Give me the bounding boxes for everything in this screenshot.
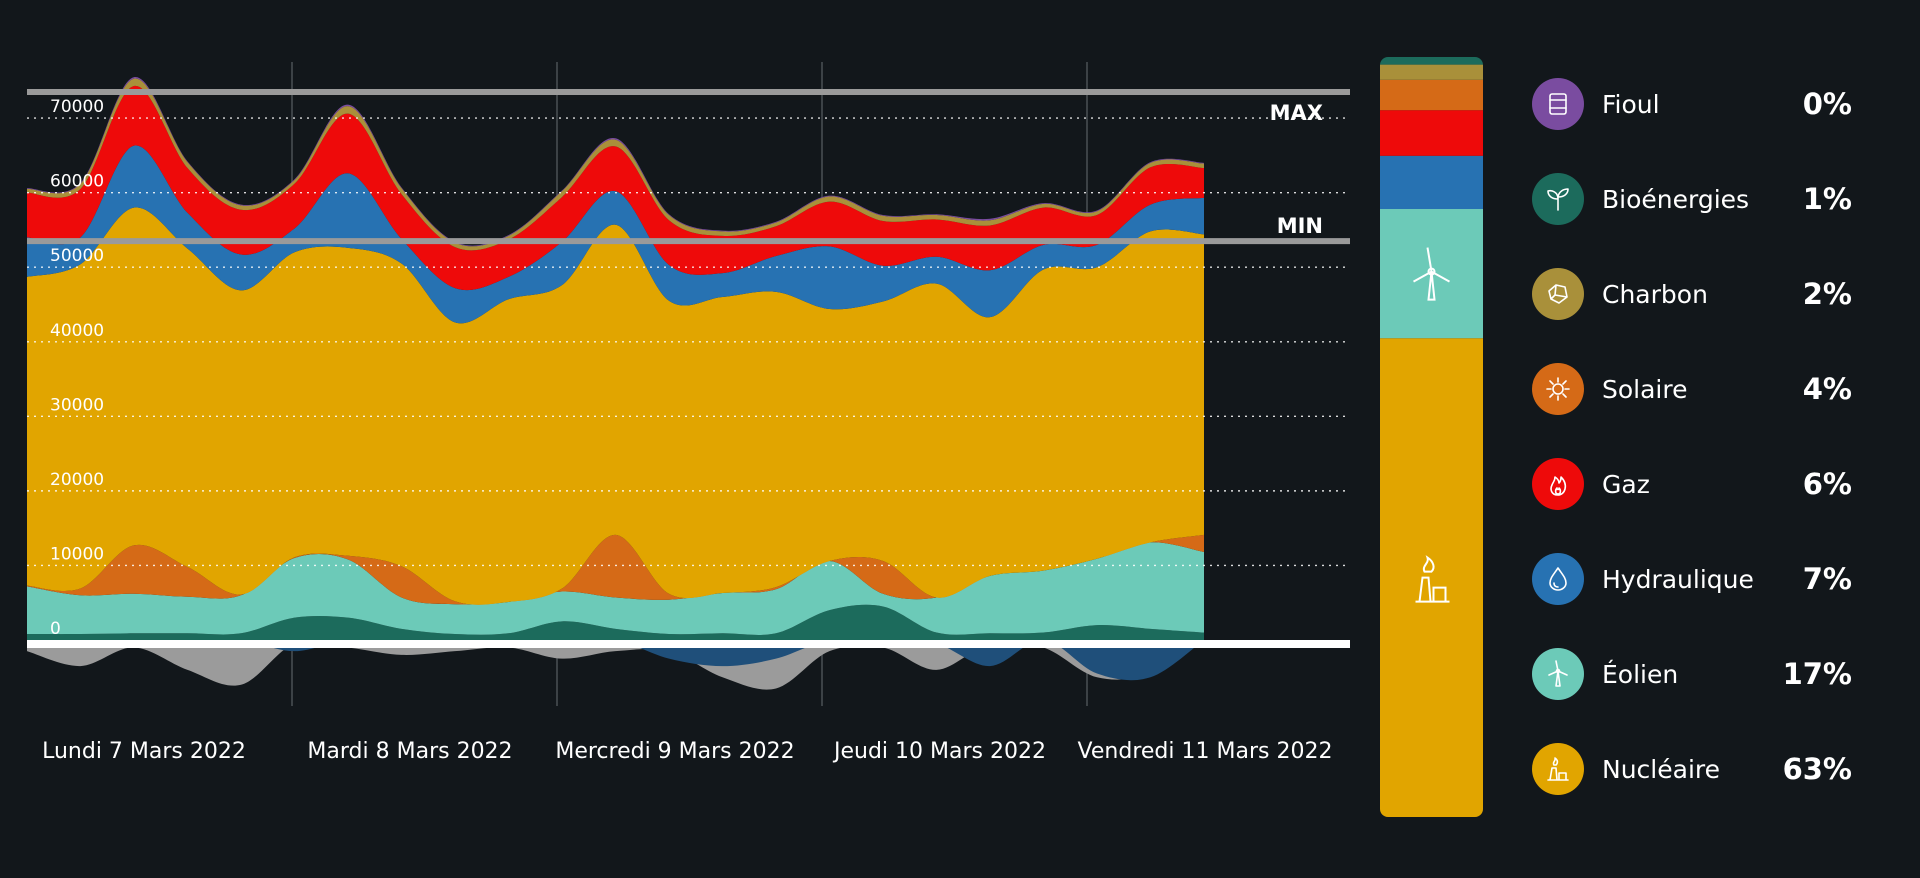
legend-item-hydraulique: Hydraulique 7%	[1532, 551, 1862, 607]
sprout-icon	[1532, 173, 1584, 225]
y-tick-label: 20000	[50, 470, 104, 490]
legend-label: Nucléaire	[1602, 754, 1720, 784]
mix-segment-charbon	[1380, 64, 1483, 80]
legend-label: Fioul	[1602, 89, 1660, 119]
y-tick-label: 60000	[50, 172, 104, 192]
y-tick-label: 0	[50, 619, 61, 639]
wind-turbine-icon	[1532, 648, 1584, 700]
legend-label: Bioénergies	[1602, 184, 1750, 214]
y-tick-label: 10000	[50, 544, 104, 564]
x-tick-label: Mercredi 9 Mars 2022	[555, 739, 794, 764]
mix-segment-nucléaire	[1380, 338, 1483, 817]
legend-value: 63%	[1782, 752, 1852, 786]
x-tick-label: Jeudi 10 Mars 2022	[832, 739, 1046, 764]
mix-bar	[1380, 57, 1483, 817]
y-tick-label: 40000	[50, 321, 104, 341]
legend-value: 4%	[1802, 372, 1852, 406]
area-nucléaire	[27, 207, 1204, 605]
mix-segment-bioénergies	[1380, 57, 1483, 65]
legend-item-gaz: Gaz 6%	[1532, 456, 1862, 512]
legend-item-nucléaire: Nucléaire 63%	[1532, 741, 1862, 797]
reference-line-min	[27, 238, 1350, 245]
area-hydraulique	[27, 145, 1204, 324]
legend-value: 7%	[1802, 562, 1852, 596]
y-tick-label: 50000	[50, 246, 104, 266]
legend-value: 2%	[1802, 277, 1852, 311]
mix-segment-hydraulique	[1380, 155, 1483, 209]
area-solaire	[27, 534, 1204, 605]
reference-label-max: MAX	[1270, 101, 1323, 125]
legend-item-éolien: Éolien 17%	[1532, 646, 1862, 702]
wind-turbine-icon	[1413, 247, 1450, 301]
legend-item-fioul: Fioul 0%	[1532, 76, 1862, 132]
sun-icon	[1532, 363, 1584, 415]
flame-icon	[1532, 458, 1584, 510]
legend-item-charbon: Charbon 2%	[1532, 266, 1862, 322]
area-exchange-negative	[27, 640, 1204, 690]
legend-label: Éolien	[1602, 659, 1679, 689]
legend-value: 6%	[1802, 467, 1852, 501]
legend-label: Gaz	[1602, 469, 1650, 499]
legend-label: Charbon	[1602, 279, 1708, 309]
area-bioénergies	[27, 604, 1204, 640]
reference-line-max	[27, 89, 1350, 95]
coal-rock-icon	[1532, 268, 1584, 320]
y-tick-label: 30000	[50, 395, 104, 415]
nuclear-plant-icon	[1415, 555, 1450, 603]
legend-value: 1%	[1802, 182, 1852, 216]
y-tick-label: 70000	[50, 97, 104, 117]
mix-segment-gaz	[1380, 110, 1483, 156]
water-drop-icon	[1532, 553, 1584, 605]
legend-label: Hydraulique	[1602, 564, 1754, 594]
legend-label: Solaire	[1602, 374, 1688, 404]
reference-label-min: MIN	[1277, 214, 1323, 238]
legend-value: 0%	[1802, 87, 1852, 121]
barrel-icon	[1532, 78, 1584, 130]
x-tick-label: Mardi 8 Mars 2022	[307, 739, 512, 764]
legend-item-solaire: Solaire 4%	[1532, 361, 1862, 417]
legend-value: 17%	[1782, 657, 1852, 691]
zero-baseline	[27, 640, 1350, 648]
x-tick-label: Vendredi 11 Mars 2022	[1078, 739, 1333, 764]
legend-item-bioénergies: Bioénergies 1%	[1532, 171, 1862, 227]
mix-segment-solaire	[1380, 79, 1483, 111]
nuclear-plant-icon	[1532, 743, 1584, 795]
x-tick-label: Lundi 7 Mars 2022	[42, 739, 246, 764]
